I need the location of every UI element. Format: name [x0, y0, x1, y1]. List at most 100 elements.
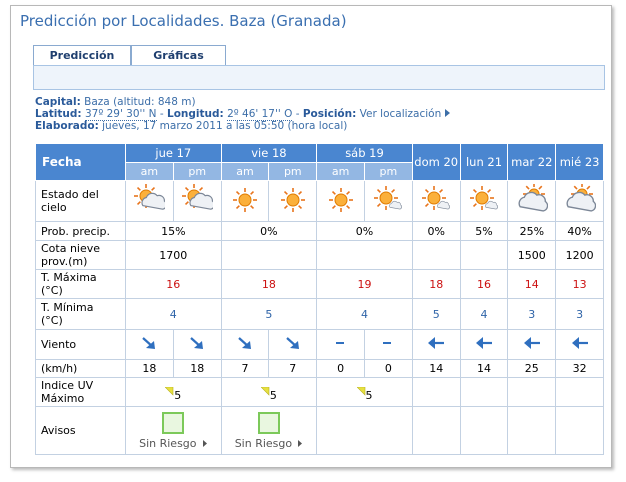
row-label: (km/h)	[35, 359, 126, 378]
info-line: Elaborado: jueves, 17 marzo 2011 a las 0…	[35, 120, 347, 132]
row-label-line: Prob. precip.	[41, 224, 111, 238]
risk-box-part	[257, 411, 280, 434]
tmax-cell: 16	[459, 269, 509, 299]
label: Elaborado:	[35, 120, 99, 132]
tab-active[interactable]: Predicción	[33, 45, 131, 65]
tmin-cell: 4	[125, 298, 222, 330]
value: 2º 46' 17'' O	[227, 108, 293, 121]
uv-value: 5	[365, 388, 373, 402]
sky-icon-part	[487, 188, 492, 193]
speed-row: (km/h) 18 18 7 7 0 0 14 14 25 32	[35, 359, 604, 378]
period-header: pm	[268, 162, 318, 181]
value: jueves, 17 marzo 2011 a las 05:50 (hora …	[102, 120, 348, 132]
row-label: Prob. precip.	[35, 221, 126, 241]
risk-arrow-part	[298, 439, 303, 447]
sky-cell	[220, 180, 270, 222]
prob-cell: 0%	[316, 221, 413, 241]
speed-cell: 0	[364, 359, 413, 378]
row-label-line: Viento	[41, 338, 77, 351]
page-title: Predicción por Localidades. Baza (Granad…	[20, 12, 347, 30]
tmax-row: T. Máxima (°C) 16 18 19 18 16 14 13	[35, 269, 604, 299]
wind-icon-part	[194, 341, 204, 349]
sky-icon	[422, 185, 451, 210]
sky-icon-part	[585, 185, 590, 190]
speed-cell: 0	[316, 359, 365, 378]
tab[interactable]: Gráficas	[131, 45, 226, 65]
wind-icon-part	[476, 337, 483, 349]
snow-cell: 1200	[555, 240, 604, 270]
row-label-line: (km/h)	[41, 362, 78, 375]
uv-flag-part	[260, 386, 270, 396]
speed-cell: 18	[125, 359, 174, 378]
label: Latitud:	[35, 108, 82, 120]
risk-arrow-part	[202, 439, 207, 447]
sky-icon	[328, 187, 353, 212]
prob-cell: 0%	[411, 221, 461, 241]
separator: -	[159, 108, 164, 120]
sky-icon-part	[391, 188, 396, 193]
sky-icon	[134, 183, 168, 210]
sky-icon-part	[345, 190, 350, 195]
snow-cell: 1700	[125, 240, 222, 270]
sky-cell	[364, 180, 413, 222]
wind-cell	[172, 329, 222, 360]
label: Posición:	[302, 108, 357, 120]
alerts-row: Avisos Sin Riesgo Sin Riesgo	[35, 406, 604, 455]
uv-flag	[260, 386, 270, 396]
period-header: am	[220, 162, 270, 181]
sky-cell	[172, 180, 222, 222]
wind-cell	[364, 329, 413, 360]
sky-icon-part	[185, 200, 190, 205]
day-header: lun 21	[459, 143, 509, 181]
alerts-cell: Sin Riesgo	[125, 406, 222, 455]
speed-cell: 14	[459, 359, 509, 378]
sky-icon-part	[518, 191, 548, 212]
row-label-line: prov.(m)	[41, 255, 88, 268]
sky-icon-part	[331, 204, 336, 209]
wind-cell	[268, 329, 318, 360]
day-header: jue 17	[125, 143, 222, 163]
sky-icon-part	[425, 202, 430, 207]
tmax-cell: 18	[220, 269, 318, 299]
period-header: am	[125, 162, 174, 181]
risk-arrow	[298, 439, 303, 447]
row-label: Indice UV Máximo	[35, 377, 126, 407]
wind-icon-part	[571, 337, 579, 349]
link[interactable]: Ver localización	[359, 108, 442, 120]
sky-icon-part	[437, 200, 451, 209]
row-label: Viento	[35, 329, 126, 360]
sky-cell	[555, 180, 604, 222]
sky-icon	[280, 187, 305, 212]
wind-icon-part	[523, 337, 531, 349]
row-label-line: (°C)	[41, 314, 63, 327]
wind-cell	[316, 329, 365, 360]
period-header: pm	[172, 162, 222, 181]
row-label-line: Estado del	[41, 188, 99, 201]
wind-icon	[571, 337, 588, 349]
row-label-line: T. Máxima	[41, 271, 97, 284]
sky-icon-part	[199, 186, 204, 191]
uv-cell	[459, 377, 509, 407]
prob-cell: 15%	[125, 221, 222, 241]
uv-value: 5	[269, 388, 277, 402]
risk-arrow	[202, 439, 207, 447]
sky-icon-part	[485, 200, 498, 209]
day-header: dom 20	[411, 143, 461, 181]
uv-flag	[164, 386, 174, 396]
tmax-cell: 13	[555, 269, 604, 299]
risk-text: Sin Riesgo	[234, 436, 293, 450]
uv-cell: 5	[125, 377, 222, 407]
tab-band	[33, 65, 605, 90]
risk-box	[257, 411, 280, 434]
header-label: Fecha	[35, 143, 126, 181]
tmin-cell: 4	[316, 298, 413, 330]
row-label-line: Máximo	[41, 392, 85, 405]
period-header: pm	[364, 162, 413, 181]
sky-icon-part	[472, 202, 477, 207]
day-header: vie 18	[220, 143, 318, 163]
sky-icon-part	[525, 185, 530, 190]
prob-cell: 5%	[459, 221, 509, 241]
row-label: T. Máxima (°C)	[35, 269, 126, 299]
sky-icon-part	[151, 186, 156, 191]
